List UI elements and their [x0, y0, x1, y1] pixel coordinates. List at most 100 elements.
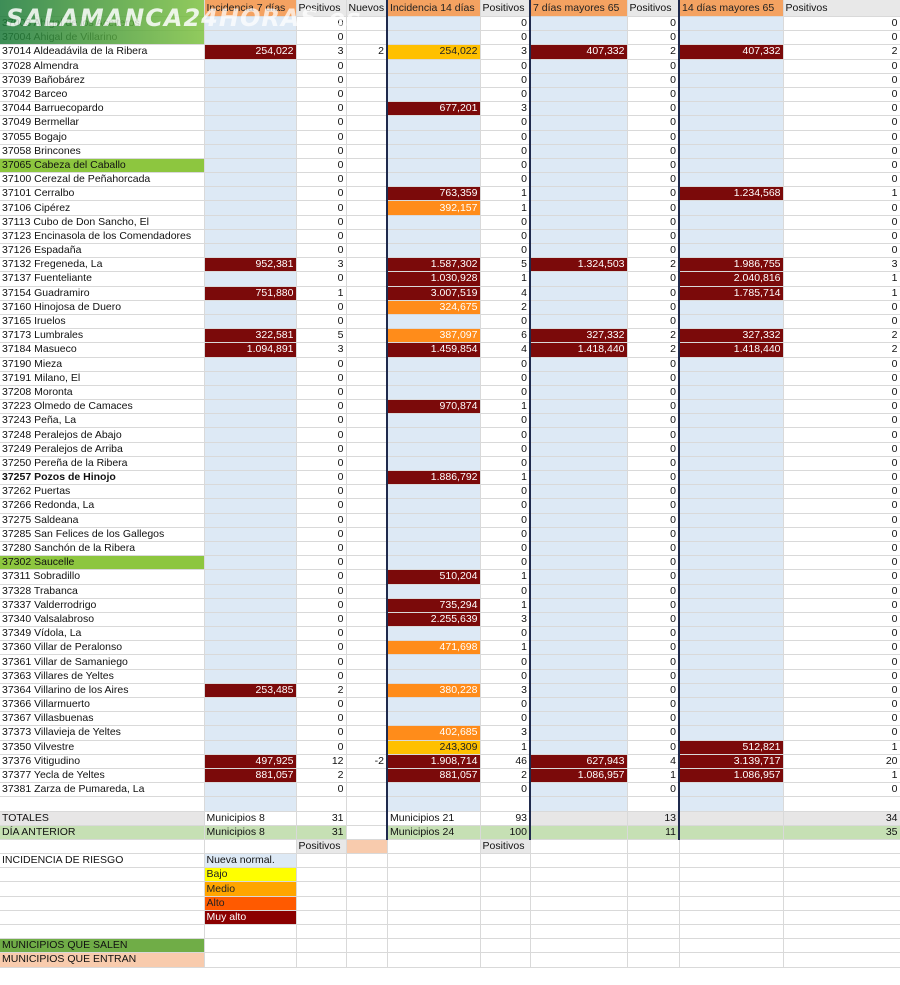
mayores-7-cell[interactable] — [530, 271, 628, 287]
positivos-m14-cell[interactable]: 0 — [783, 584, 900, 599]
mayores-14-cell[interactable] — [679, 130, 784, 145]
positivos-7-cell[interactable]: 0 — [296, 300, 347, 315]
municipio-cell[interactable]: 37373 Villavieja de Yeltes — [0, 725, 205, 741]
positivos-7-cell[interactable]: 0 — [296, 498, 347, 514]
incidencia-7-cell[interactable] — [204, 200, 297, 216]
positivos-m7-cell[interactable]: 0 — [627, 484, 680, 500]
incidencia-14-cell[interactable] — [387, 498, 481, 514]
municipio-cell[interactable]: 37113 Cubo de Don Sancho, El — [0, 215, 205, 230]
mayores-14-cell[interactable] — [679, 229, 784, 245]
mayores-14-cell[interactable] — [679, 711, 784, 727]
municipio-cell[interactable]: 37377 Yecla de Yeltes — [0, 768, 205, 784]
positivos-14-cell[interactable]: 0 — [480, 669, 531, 684]
nuevos-cell[interactable] — [346, 271, 388, 287]
positivos-14-cell[interactable]: 1 — [480, 598, 531, 613]
positivos-7-cell[interactable]: 0 — [296, 640, 347, 656]
incidencia-14-cell[interactable]: 1.030,928 — [387, 271, 481, 287]
incidencia-14-cell[interactable]: 402,685 — [387, 725, 481, 741]
municipio-cell[interactable]: 37328 Trabanca — [0, 584, 205, 599]
nuevos-cell[interactable] — [346, 470, 388, 486]
totales-positivos-m14[interactable]: 34 — [783, 811, 900, 826]
incidencia-14-cell[interactable]: 881,057 — [387, 768, 481, 784]
nuevos-cell[interactable] — [346, 371, 388, 386]
positivos-14-cell[interactable]: 0 — [480, 484, 531, 500]
positivos-7-cell[interactable]: 0 — [296, 87, 347, 103]
incidencia-7-cell[interactable] — [204, 229, 297, 245]
positivos-14-cell[interactable]: 1 — [480, 186, 531, 202]
municipio-cell[interactable]: 37173 Lumbrales — [0, 328, 205, 344]
incidencia-7-cell[interactable] — [204, 215, 297, 230]
mayores-7-cell[interactable] — [530, 541, 628, 557]
nuevos-cell[interactable] — [346, 243, 388, 259]
municipio-cell[interactable]: 37165 Iruelos — [0, 314, 205, 330]
anterior-municipios-14[interactable]: Municipios 24 — [387, 825, 481, 840]
municipio-cell[interactable]: 37275 Saldeana — [0, 513, 205, 528]
nuevos-cell[interactable] — [346, 612, 388, 628]
positivos-m14-cell[interactable]: 0 — [783, 73, 900, 88]
positivos-m7-cell[interactable]: 0 — [627, 172, 680, 188]
mayores-14-cell[interactable] — [679, 569, 784, 585]
legend-bajo[interactable]: Bajo — [204, 867, 297, 883]
header-mayores-7[interactable]: 7 días mayores 65 — [530, 0, 628, 17]
positivos-7-cell[interactable]: 0 — [296, 626, 347, 642]
mayores-14-cell[interactable] — [679, 200, 784, 216]
municipio-cell[interactable]: 37132 Fregeneda, La — [0, 257, 205, 273]
mayores-14-cell[interactable]: 407,332 — [679, 44, 784, 60]
positivos-m14-cell[interactable]: 0 — [783, 130, 900, 145]
legend-nueva-normal[interactable]: Nueva normal. — [204, 853, 297, 869]
municipio-cell[interactable]: 37340 Valsalabroso — [0, 612, 205, 628]
mayores-14-cell[interactable] — [679, 498, 784, 514]
incidencia-14-cell[interactable] — [387, 115, 481, 131]
positivos-14-cell[interactable]: 0 — [480, 711, 531, 727]
nuevos-cell[interactable] — [346, 654, 388, 670]
header-incidencia-7[interactable]: Incidencia 7 días — [204, 0, 297, 17]
municipio-cell[interactable]: 37154 Guadramiro — [0, 286, 205, 301]
mayores-14-cell[interactable] — [679, 612, 784, 628]
incidencia-7-cell[interactable] — [204, 541, 297, 557]
mayores-7-cell[interactable] — [530, 399, 628, 415]
positivos-m7-cell[interactable]: 0 — [627, 385, 680, 401]
incidencia-7-cell[interactable]: 751,880 — [204, 286, 297, 301]
mayores-7-cell[interactable] — [530, 200, 628, 216]
mayores-7-cell[interactable]: 627,943 — [530, 754, 628, 769]
incidencia-7-cell[interactable] — [204, 513, 297, 528]
mayores-7-cell[interactable] — [530, 782, 628, 798]
positivos-m14-cell[interactable]: 0 — [783, 442, 900, 457]
nuevos-cell[interactable] — [346, 59, 388, 74]
positivos-14-cell[interactable]: 1 — [480, 569, 531, 585]
positivos-m7-cell[interactable]: 0 — [627, 158, 680, 174]
nuevos-cell[interactable] — [346, 555, 388, 571]
positivos-14-cell[interactable]: 1 — [480, 470, 531, 486]
positivos-m14-cell[interactable]: 0 — [783, 172, 900, 188]
incidencia-7-cell[interactable]: 1.094,891 — [204, 342, 297, 358]
incidencia-14-cell[interactable] — [387, 371, 481, 386]
incidencia-7-cell[interactable] — [204, 711, 297, 727]
municipio-cell[interactable]: 37262 Puertas — [0, 484, 205, 500]
totales-positivos-m7[interactable]: 13 — [627, 811, 680, 826]
positivos-m14-cell[interactable]: 2 — [783, 44, 900, 60]
incidencia-14-cell[interactable] — [387, 669, 481, 684]
positivos-7-cell[interactable]: 0 — [296, 186, 347, 202]
mayores-14-cell[interactable] — [679, 385, 784, 401]
mayores-14-cell[interactable] — [679, 314, 784, 330]
mayores-7-cell[interactable] — [530, 16, 628, 32]
incidencia-7-cell[interactable] — [204, 186, 297, 202]
mayores-14-cell[interactable] — [679, 172, 784, 188]
incidencia-14-cell[interactable]: 677,201 — [387, 101, 481, 117]
positivos-m7-cell[interactable]: 0 — [627, 399, 680, 415]
positivos-m14-cell[interactable]: 0 — [783, 782, 900, 798]
positivos-14-cell[interactable]: 0 — [480, 541, 531, 557]
positivos-7-cell[interactable]: 0 — [296, 541, 347, 557]
positivos-14-cell[interactable]: 1 — [480, 271, 531, 287]
positivos-14-cell[interactable]: 0 — [480, 73, 531, 88]
mayores-7-cell[interactable] — [530, 612, 628, 628]
nuevos-cell[interactable]: -2 — [346, 754, 388, 769]
nuevos-cell[interactable] — [346, 598, 388, 613]
positivos-m14-cell[interactable]: 0 — [783, 626, 900, 642]
positivos-14-cell[interactable]: 0 — [480, 144, 531, 159]
positivos-m14-cell[interactable]: 1 — [783, 271, 900, 287]
positivos-14-cell[interactable]: 0 — [480, 371, 531, 386]
positivos-14-cell[interactable]: 3 — [480, 101, 531, 117]
positivos-7-cell[interactable]: 0 — [296, 101, 347, 117]
incidencia-7-cell[interactable] — [204, 16, 297, 32]
